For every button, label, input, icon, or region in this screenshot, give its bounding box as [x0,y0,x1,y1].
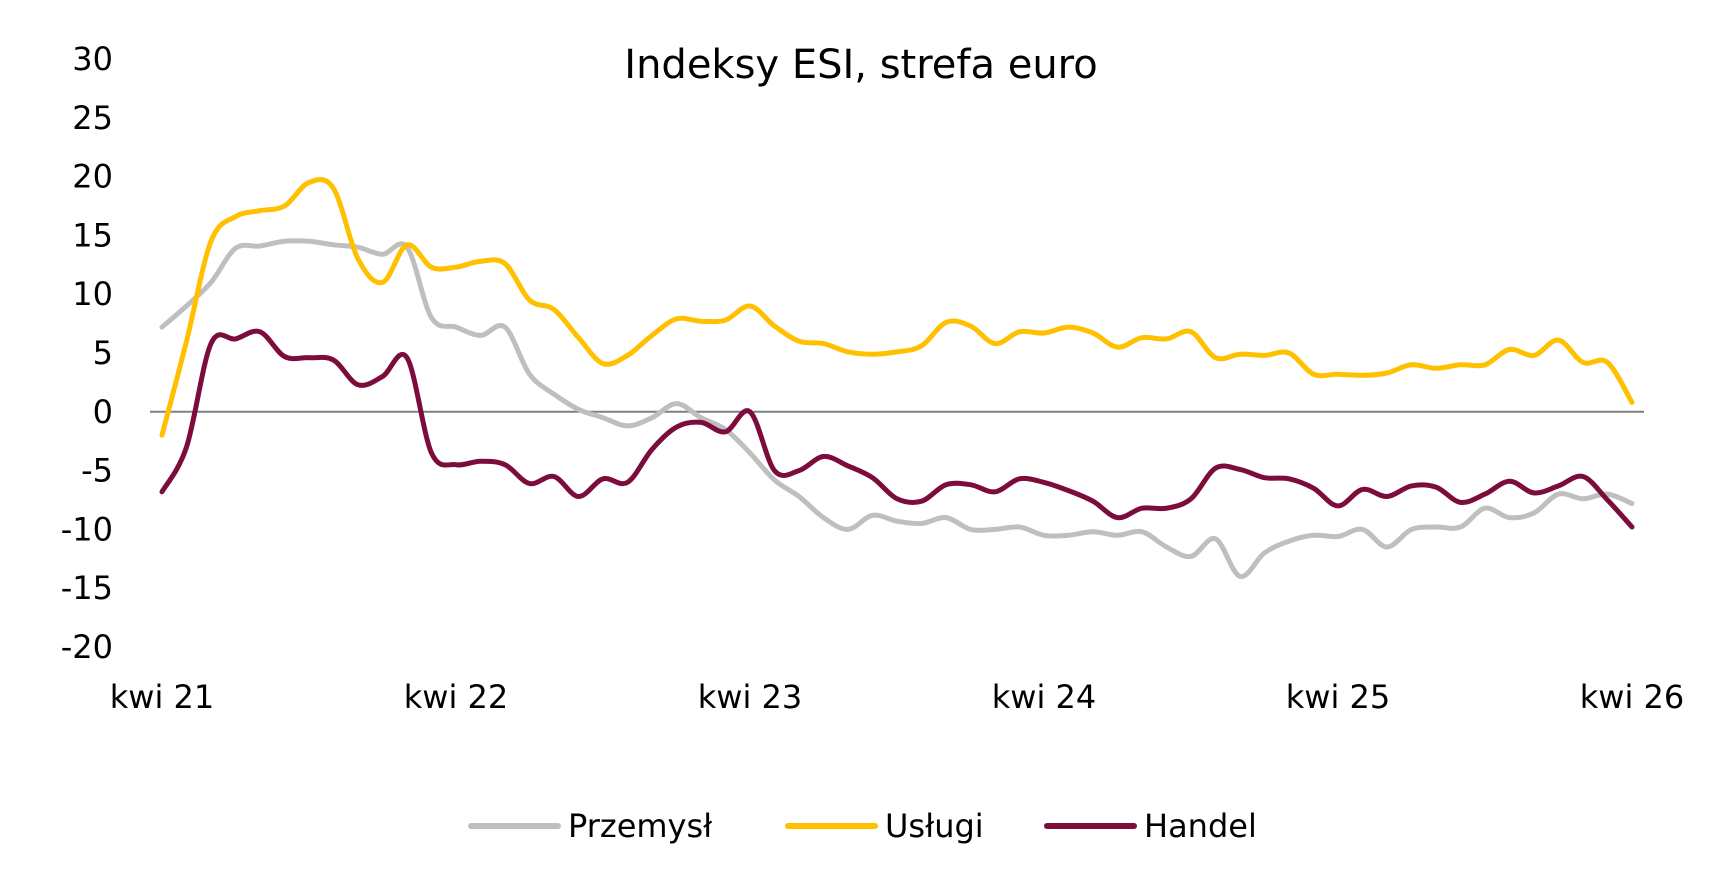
legend-label: Handel [1144,807,1257,845]
x-tick-label: kwi 21 [110,678,214,716]
y-tick-label: 0 [93,393,113,431]
x-axis-ticks: kwi 21 kwi 22 kwi 23 kwi 24 kwi 25 kwi 26 [110,678,1684,716]
y-tick-label: 25 [72,99,113,137]
y-tick-label: -10 [61,510,113,548]
y-tick-label: 20 [72,158,113,196]
legend: Przemysł Usługi Handel [468,807,1257,845]
x-tick-label: kwi 24 [992,678,1096,716]
y-tick-label: -5 [81,452,113,490]
y-tick-label: -15 [61,569,113,607]
x-tick-label: kwi 22 [404,678,508,716]
y-tick-label: 15 [72,216,113,254]
y-tick-label: 30 [72,40,113,78]
chart-title: Indeksy ESI, strefa euro [624,42,1097,88]
x-tick-label: kwi 23 [698,678,802,716]
series-lines [159,177,1635,579]
x-tick-label: kwi 26 [1580,678,1684,716]
x-tick-label: kwi 25 [1286,678,1390,716]
series-line-2 [159,177,1635,438]
series-line-3 [159,328,1635,530]
series-line-1 [159,238,1635,579]
y-tick-label: 10 [72,275,113,313]
legend-label: Przemysł [568,807,713,845]
y-tick-label: 5 [93,334,113,372]
legend-label: Usługi [885,807,984,845]
y-tick-label: -20 [61,628,113,666]
y-axis-ticks: 30 25 20 15 10 5 0 -5 -10 -15 -20 [61,40,113,666]
